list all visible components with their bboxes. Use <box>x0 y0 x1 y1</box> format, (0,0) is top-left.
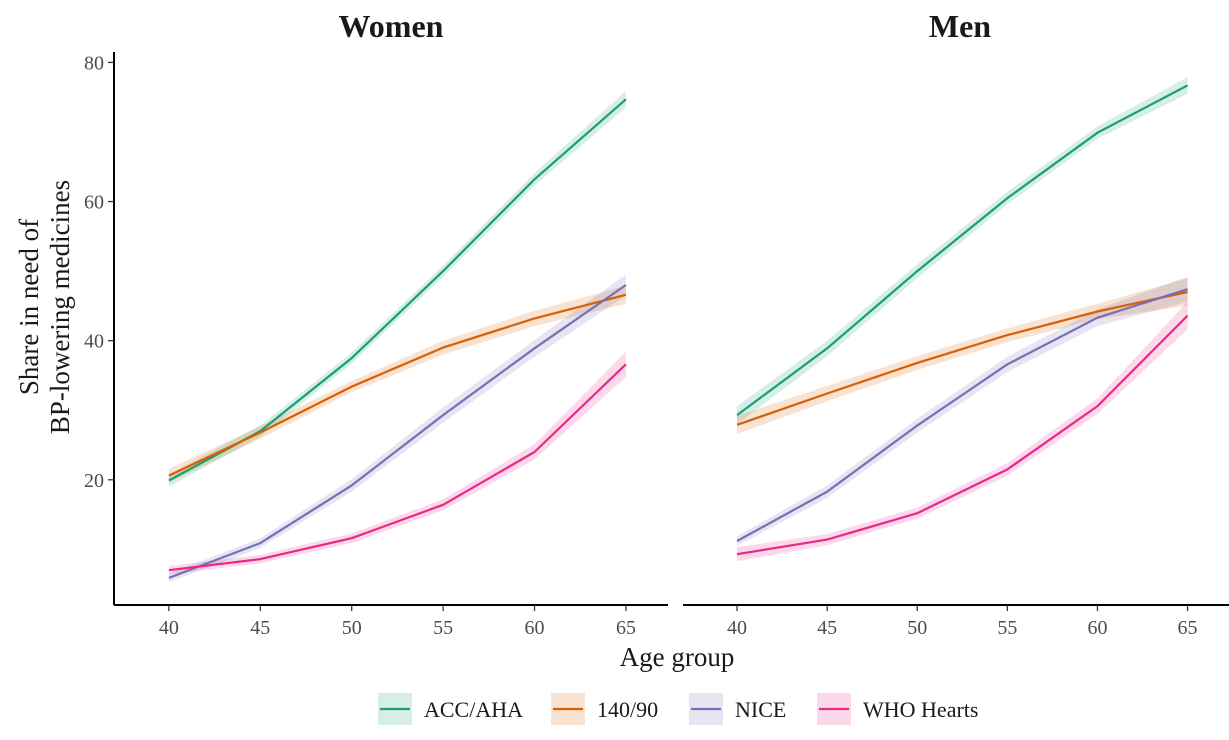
band-nice-men <box>737 276 1188 546</box>
band-140-90-women <box>168 285 626 483</box>
x-tick-label: 50 <box>907 617 927 639</box>
legend-label-nice: NICE <box>735 697 786 722</box>
x-tick-label: 65 <box>616 617 636 639</box>
y-tick-label: 60 <box>84 192 104 214</box>
line-who-hearts-women <box>168 363 627 572</box>
x-tick-label: 40 <box>727 617 747 639</box>
line-nice-men <box>736 288 1188 542</box>
y-tick-label: 40 <box>84 331 104 353</box>
x-tick-label: 45 <box>817 617 837 639</box>
panel-men: Men 40 45 50 55 60 65 <box>683 8 1229 639</box>
legend-item-nice: NICE <box>689 693 786 725</box>
panel-title-women: Women <box>339 8 444 44</box>
legend-item-acc-aha: ACC/AHA <box>378 693 523 725</box>
y-tick-label: 20 <box>84 470 104 492</box>
x-axis-title: Age group <box>620 642 735 672</box>
legend-item-who-hearts: WHO Hearts <box>817 693 978 725</box>
line-140-90-women <box>168 293 627 477</box>
confidence-bands-women <box>168 91 626 582</box>
x-tick-label: 60 <box>525 617 545 639</box>
x-tick-label: 55 <box>433 617 453 639</box>
y-axis-title: Share in need of BP-lowering medicines <box>14 180 75 434</box>
y-tick-label: 80 <box>84 52 104 74</box>
series-lines-women <box>168 98 627 579</box>
legend: ACC/AHA 140/90 NICE WHO Hearts <box>378 693 978 725</box>
x-tick-label: 55 <box>997 617 1017 639</box>
x-tick-label: 40 <box>159 617 179 639</box>
panel-women: Women 40 45 50 55 60 65 20 40 60 80 <box>84 8 668 639</box>
line-140-90-men <box>736 290 1188 426</box>
legend-item-140-90: 140/90 <box>551 693 658 725</box>
legend-label-acc-aha: ACC/AHA <box>424 697 523 722</box>
axes-men: 40 45 50 55 60 65 <box>683 604 1229 639</box>
axes-women: 40 45 50 55 60 65 20 40 60 80 <box>84 52 668 639</box>
band-who-hearts-men <box>737 301 1188 562</box>
line-nice-women <box>168 284 627 579</box>
series-lines-men <box>736 84 1189 556</box>
x-tick-label: 65 <box>1178 617 1198 639</box>
x-tick-label: 45 <box>250 617 270 639</box>
y-axis-title-line-2: BP-lowering medicines <box>45 180 75 434</box>
y-axis-title-line-1: Share in need of <box>14 219 44 395</box>
panel-title-men: Men <box>929 8 991 44</box>
legend-label-who-hearts: WHO Hearts <box>863 697 978 722</box>
line-who-hearts-men <box>736 314 1189 556</box>
legend-label-140-90: 140/90 <box>597 697 658 722</box>
band-acc-aha-men <box>737 77 1188 425</box>
confidence-bands-men <box>737 77 1188 562</box>
line-acc-aha-men <box>736 84 1189 416</box>
x-tick-label: 50 <box>342 617 362 639</box>
band-who-hearts-women <box>168 351 626 575</box>
x-tick-label: 60 <box>1087 617 1107 639</box>
